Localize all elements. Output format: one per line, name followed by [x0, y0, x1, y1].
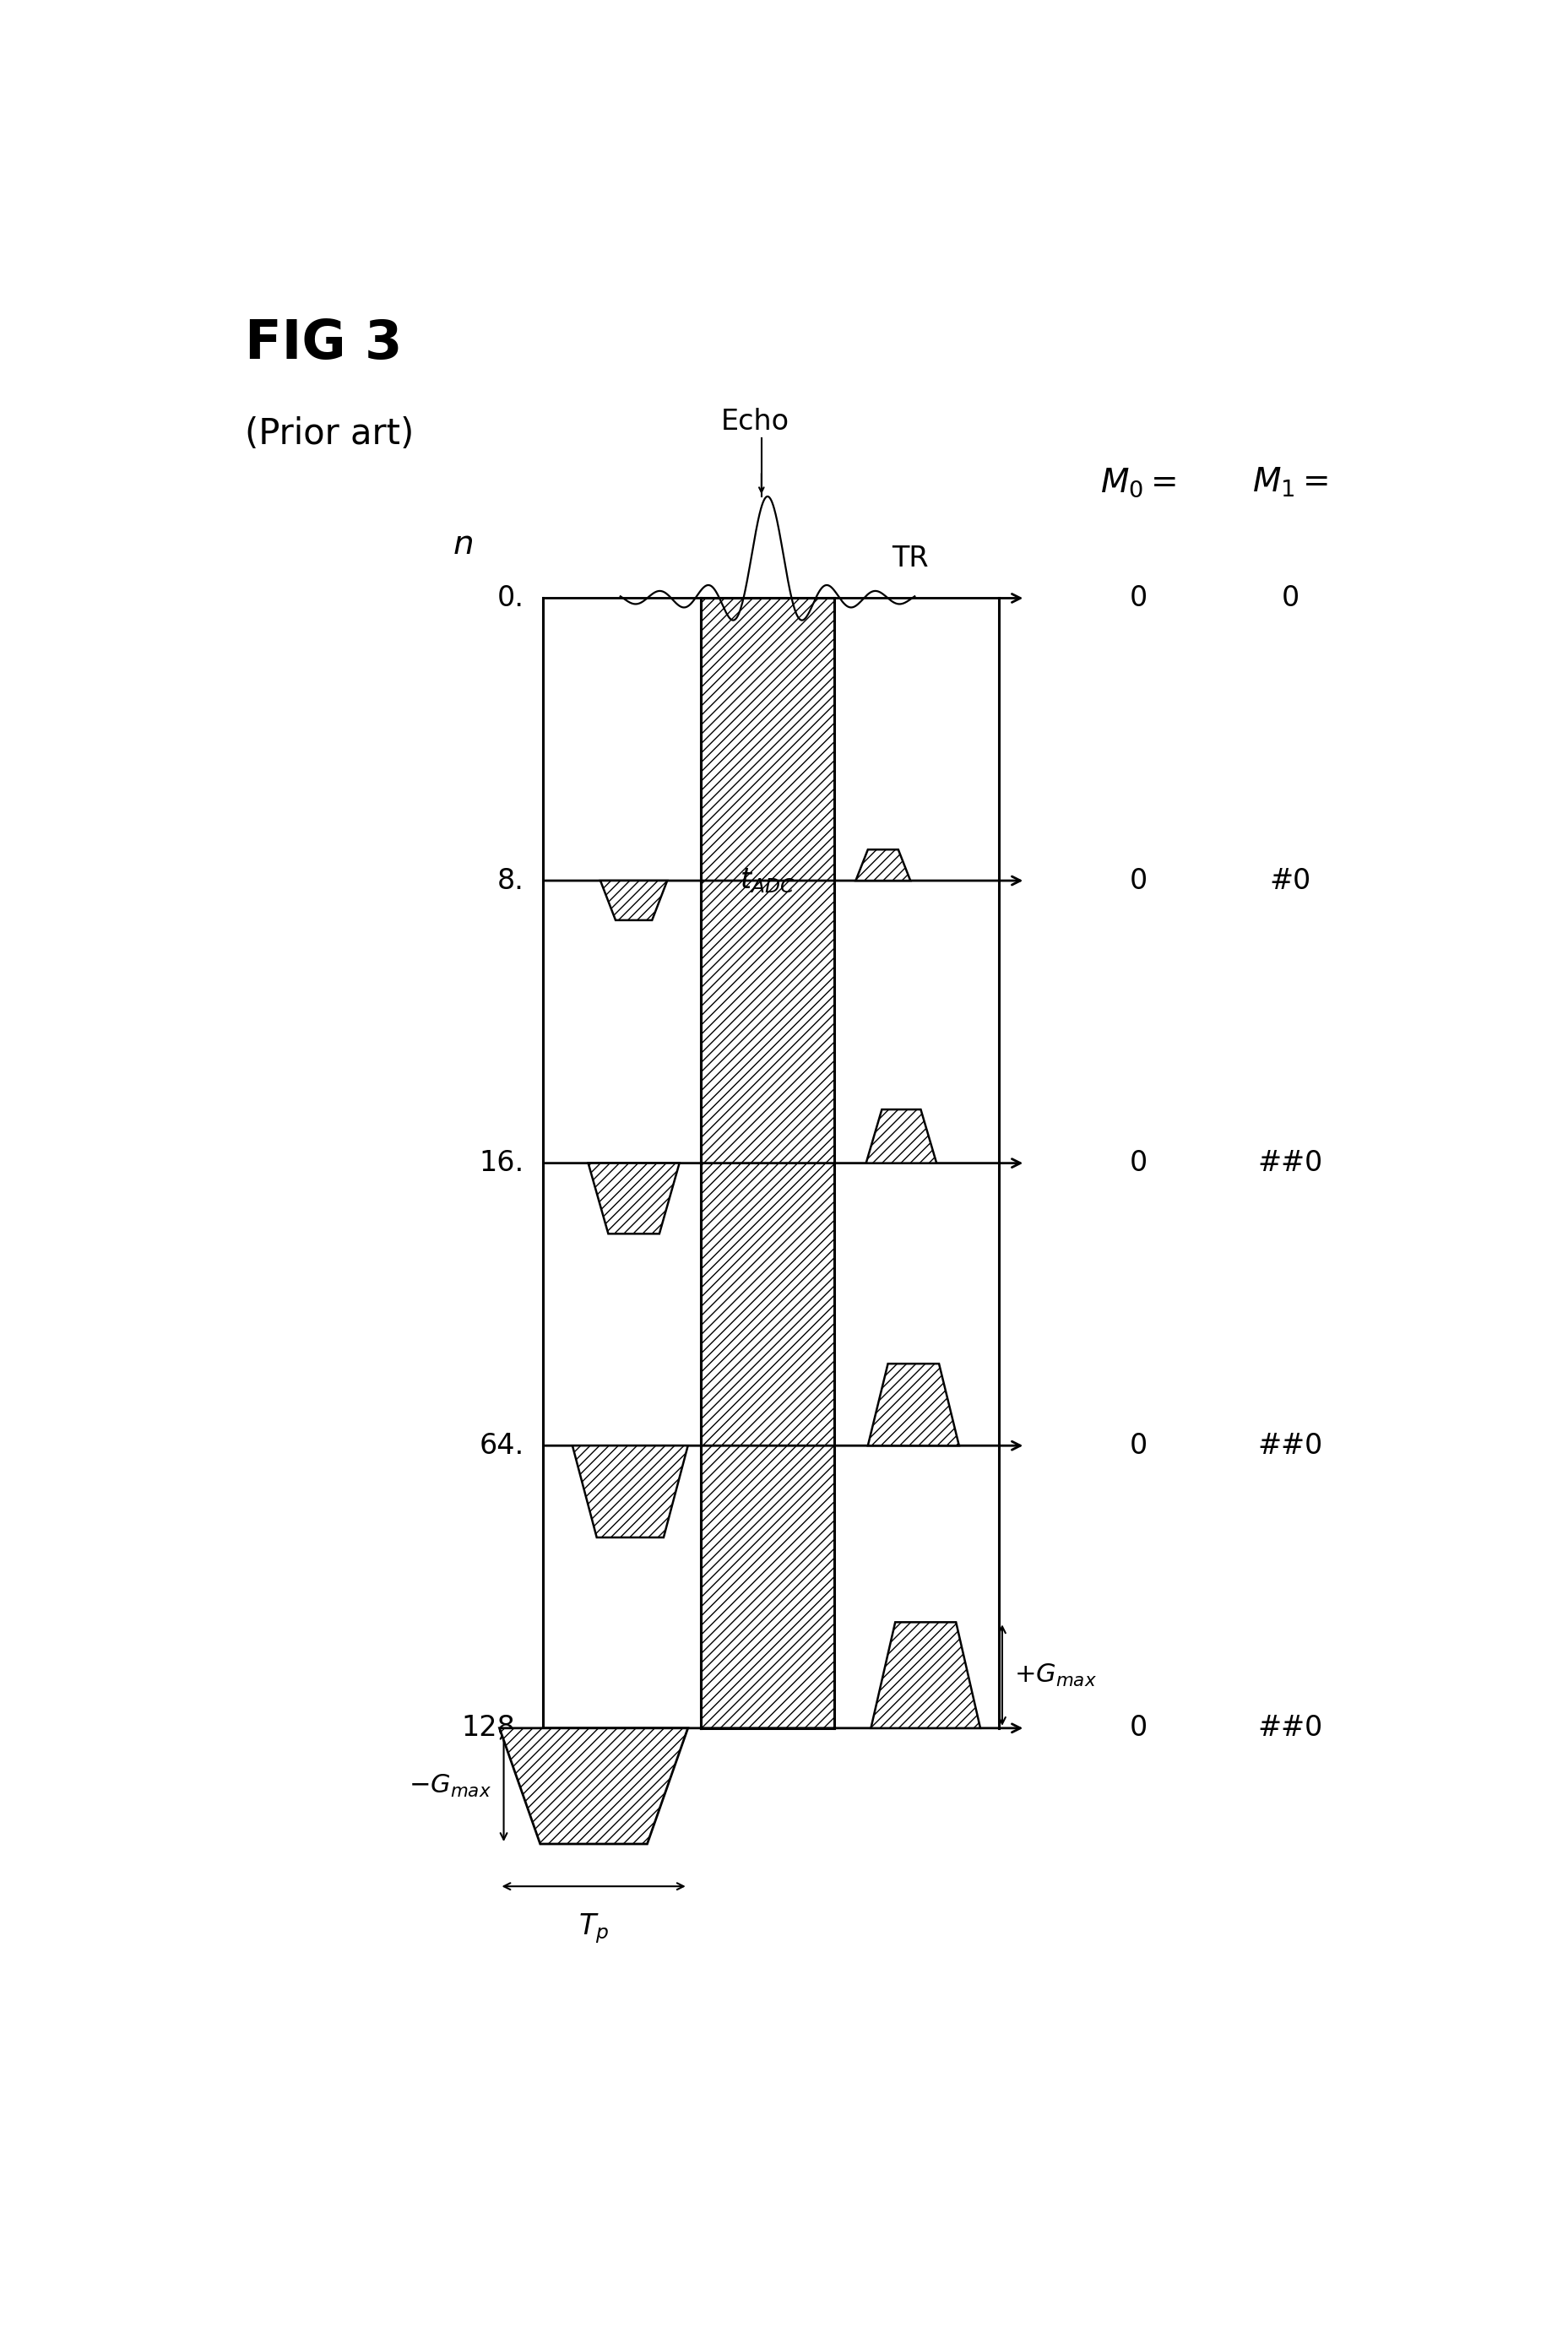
Text: Echo: Echo — [721, 409, 789, 437]
Polygon shape — [499, 1728, 687, 1843]
Text: 0: 0 — [1129, 866, 1146, 895]
Polygon shape — [572, 1446, 687, 1538]
Text: 128.: 128. — [461, 1714, 524, 1742]
Text: 0: 0 — [1129, 585, 1146, 613]
Polygon shape — [867, 1364, 958, 1446]
Text: 0: 0 — [1281, 585, 1298, 613]
Text: 16.: 16. — [480, 1148, 524, 1176]
Text: $M_1=$: $M_1=$ — [1251, 465, 1328, 498]
Text: 64.: 64. — [480, 1432, 524, 1460]
Text: $T_p$: $T_p$ — [579, 1911, 608, 1946]
Text: ##0: ##0 — [1258, 1714, 1322, 1742]
Polygon shape — [601, 880, 666, 920]
Text: $+G_{max}$: $+G_{max}$ — [1014, 1662, 1096, 1688]
Text: n: n — [453, 528, 474, 561]
Text: 0: 0 — [1129, 1148, 1146, 1176]
Polygon shape — [588, 1162, 679, 1233]
Text: $-G_{max}$: $-G_{max}$ — [409, 1773, 491, 1799]
Text: TR: TR — [892, 545, 928, 573]
Text: ##0: ##0 — [1258, 1432, 1322, 1460]
Text: $M_0=$: $M_0=$ — [1099, 465, 1176, 498]
Polygon shape — [866, 1111, 936, 1162]
Text: 0: 0 — [1129, 1714, 1146, 1742]
Text: 0: 0 — [1129, 1432, 1146, 1460]
Text: ##0: ##0 — [1258, 1148, 1322, 1176]
Text: (Prior art): (Prior art) — [245, 416, 414, 451]
Text: $t_{ADC}$: $t_{ADC}$ — [740, 866, 795, 895]
Polygon shape — [855, 850, 909, 880]
Bar — [701, 599, 834, 1728]
Polygon shape — [870, 1622, 980, 1728]
Text: #0: #0 — [1269, 866, 1311, 895]
Text: 8.: 8. — [497, 866, 524, 895]
Text: 0.: 0. — [497, 585, 524, 613]
Text: FIG 3: FIG 3 — [245, 317, 401, 369]
